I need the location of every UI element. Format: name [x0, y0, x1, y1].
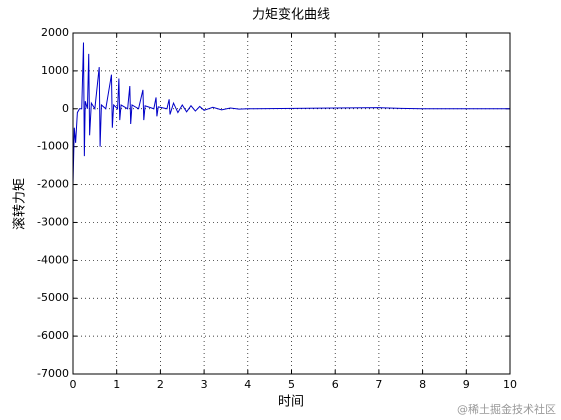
y-tick-label: 2000: [41, 26, 69, 39]
x-tick-label: 4: [244, 378, 251, 391]
y-tick-label: -7000: [37, 367, 69, 380]
y-tick-label: -5000: [37, 291, 69, 304]
x-tick-label: 1: [113, 378, 120, 391]
x-tick-label: 5: [288, 378, 295, 391]
plot-area: [73, 33, 510, 374]
y-tick-label: 0: [62, 102, 69, 115]
x-tick-label: 10: [503, 378, 517, 391]
x-tick-label: 6: [332, 378, 339, 391]
x-tick-label: 2: [157, 378, 164, 391]
y-tick-label: -3000: [37, 215, 69, 228]
y-tick-label: -4000: [37, 253, 69, 266]
y-tick-label: -6000: [37, 329, 69, 342]
x-tick-label: 3: [201, 378, 208, 391]
axes-box: [72, 32, 511, 375]
x-tick-label: 7: [375, 378, 382, 391]
x-tick-label: 8: [419, 378, 426, 391]
y-tick-label: -2000: [37, 178, 69, 191]
x-tick-label: 9: [463, 378, 470, 391]
y-tick-label: -1000: [37, 140, 69, 153]
chart-title: 力矩变化曲线: [252, 7, 330, 23]
x-axis-label: 时间: [278, 395, 304, 410]
watermark: @稀土掘金技术社区: [457, 402, 556, 416]
x-tick-label: 0: [70, 378, 77, 391]
y-tick-label: 1000: [41, 64, 69, 77]
data-line: [72, 42, 510, 185]
y-axis-label: 滚转力矩: [12, 178, 28, 230]
